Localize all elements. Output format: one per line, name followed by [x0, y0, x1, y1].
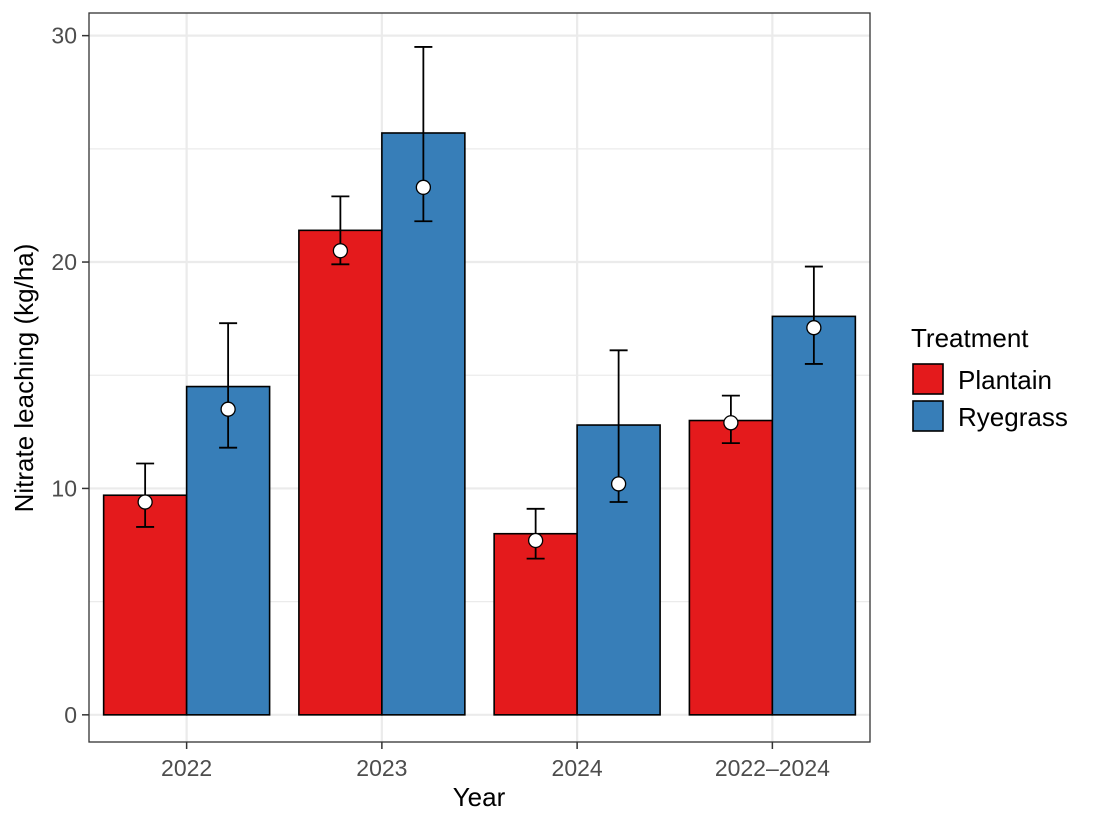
legend-key-plantain — [912, 363, 944, 395]
x-axis-title: Year — [453, 782, 506, 812]
points — [137, 179, 822, 549]
bar-plantain — [688, 419, 774, 716]
y-tick-label: 20 — [51, 249, 77, 275]
mean-point — [527, 532, 544, 549]
panel-border — [88, 12, 871, 743]
y-tick-label: 0 — [64, 702, 77, 728]
x-axis: 2022 2023 2024 2022–2024 — [161, 742, 830, 781]
mean-point — [220, 401, 236, 417]
mean-point — [610, 476, 627, 492]
legend-title: Treatment — [911, 323, 1029, 353]
bars — [102, 132, 857, 716]
mean-point — [332, 243, 349, 259]
legend-label-plantain: Plantain — [958, 365, 1052, 395]
legend-key-ryegrass — [912, 400, 944, 432]
bar-plantain — [102, 494, 188, 716]
bar-plantain — [298, 229, 383, 716]
legend: Treatment Plantain Ryegrass — [911, 323, 1068, 432]
mean-point — [137, 494, 153, 510]
x-tick-label: 2023 — [356, 755, 407, 781]
y-tick-label: 10 — [51, 475, 77, 501]
mean-point — [415, 179, 432, 195]
x-tick-label: 2022–2024 — [715, 755, 830, 781]
legend-label-ryegrass: Ryegrass — [958, 402, 1068, 432]
y-tick-label: 30 — [51, 23, 77, 49]
bar-ryegrass — [381, 132, 466, 716]
x-tick-label: 2024 — [552, 755, 603, 781]
y-axis: 0 10 20 30 — [51, 23, 89, 728]
x-tick-label: 2022 — [161, 755, 212, 781]
mean-point — [806, 320, 822, 336]
bar-ryegrass — [771, 315, 857, 716]
bar-plantain — [493, 532, 578, 716]
mean-point — [723, 415, 739, 431]
y-axis-title: Nitrate leaching (kg/ha) — [9, 244, 39, 513]
